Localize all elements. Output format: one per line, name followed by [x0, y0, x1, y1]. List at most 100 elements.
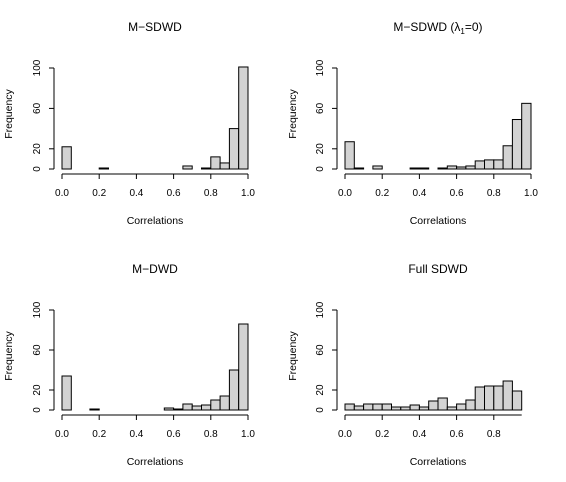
- y-axis-label: Frequency: [3, 88, 15, 138]
- histogram-bar: [418, 406, 430, 411]
- histogram-bar: [228, 128, 240, 170]
- histogram-bar: [182, 403, 193, 411]
- x-tick-label: 0.6: [167, 429, 181, 440]
- y-tick-label: 60: [32, 344, 43, 356]
- panel-full-sdwd: Full SDWD Correlations Frequency 0.0 0.2 0…: [287, 262, 523, 468]
- histogram-bar: [511, 119, 523, 170]
- y-axis-label: Frequency: [3, 330, 15, 380]
- histogram-bar: [219, 395, 230, 411]
- histogram-bar: [493, 159, 504, 170]
- x-tick-label: 0.4: [412, 188, 426, 199]
- y-axis-label: Frequency: [287, 88, 299, 138]
- x-tick-label: 0.2: [375, 429, 389, 440]
- histogram-bar: [173, 408, 184, 411]
- title-tail: =0): [465, 20, 483, 34]
- histogram-bar: [391, 406, 402, 411]
- bars: [61, 66, 249, 170]
- histogram-bar: [474, 386, 486, 411]
- histogram-bar: [456, 403, 467, 411]
- histogram-bar: [61, 375, 72, 411]
- histogram-bar: [201, 167, 212, 170]
- histogram-bar: [210, 399, 221, 411]
- histogram-bar: [353, 167, 365, 170]
- x-tick-label: 0.4: [412, 429, 426, 440]
- x-tick-label: 0.8: [204, 188, 218, 199]
- histogram-bar: [238, 323, 249, 411]
- y-tick-label: 20: [315, 384, 326, 396]
- y-tick-label: 0: [32, 407, 43, 413]
- panel-m-dwd: M−DWD Correlations Frequency 0.0 0.2 0.4 0.…: [3, 262, 255, 468]
- histogram-bar: [418, 167, 430, 170]
- histogram-bar: [437, 397, 448, 411]
- histogram-bar: [446, 406, 458, 411]
- axes: 0.0 0.2 0.4 0.6 0.8 1.0 0 20 60 100: [32, 301, 255, 440]
- title-lambda: λ: [454, 20, 460, 34]
- histogram-bar: [344, 141, 355, 170]
- histogram-bar: [465, 399, 476, 411]
- histogram-bar: [502, 145, 513, 170]
- x-tick-label: 0.6: [167, 188, 181, 199]
- title-subscript: 1: [460, 27, 465, 36]
- histogram-bar: [98, 167, 109, 170]
- panel-m-sdwd-lambda: M−SDWD (λ1=0) Correlations Frequency 0.0…: [287, 20, 538, 227]
- panel-title: M−SDWD: [128, 20, 182, 34]
- y-tick-label: 60: [315, 102, 326, 114]
- y-tick-label: 20: [32, 384, 43, 396]
- y-axis-label: Frequency: [287, 330, 299, 380]
- x-tick-label: 1.0: [524, 188, 538, 199]
- histogram-bar: [465, 165, 476, 170]
- histogram-bar: [409, 404, 420, 411]
- panel-title: M−DWD: [132, 262, 178, 276]
- x-axis-label: Correlations: [127, 456, 184, 468]
- y-tick-label: 0: [32, 166, 43, 172]
- histogram-bar: [502, 380, 513, 411]
- x-tick-label: 0.0: [55, 188, 69, 199]
- histogram-bar: [446, 165, 458, 170]
- x-tick-label: 1.0: [241, 429, 255, 440]
- x-axis-label: Correlations: [410, 456, 467, 468]
- panel-title: Full SDWD: [408, 262, 468, 276]
- histogram-bar: [61, 146, 72, 170]
- histogram-bar: [381, 403, 393, 411]
- x-tick-label: 0.2: [375, 188, 389, 199]
- histogram-bar: [474, 160, 486, 170]
- histogram-bar: [210, 156, 221, 170]
- histogram-bar: [353, 405, 365, 411]
- histogram-bar: [363, 403, 374, 411]
- histogram-bar: [163, 407, 175, 411]
- histogram-bar: [219, 162, 230, 170]
- histogram-bar: [484, 385, 495, 411]
- y-tick-label: 0: [315, 166, 326, 172]
- x-tick-label: 0.6: [450, 188, 464, 199]
- x-tick-label: 0.0: [338, 429, 352, 440]
- bars: [344, 380, 523, 411]
- y-tick-label: 20: [315, 143, 326, 155]
- histogram-bar: [493, 385, 504, 411]
- histogram-bar: [511, 390, 523, 411]
- y-tick-label: 0: [315, 407, 326, 413]
- x-tick-label: 1.0: [241, 188, 255, 199]
- y-tick-label: 60: [32, 102, 43, 114]
- y-tick-label: 100: [32, 59, 43, 76]
- histogram-bar: [191, 405, 202, 411]
- histogram-bar: [89, 408, 100, 411]
- y-tick-label: 100: [315, 59, 326, 76]
- histogram-bar: [409, 167, 420, 170]
- histogram-bar: [372, 165, 383, 170]
- x-tick-label: 0.0: [55, 429, 69, 440]
- x-axis-label: Correlations: [127, 215, 184, 227]
- axes: 0.0 0.2 0.4 0.6 0.8 1.0 0 20 60 100: [315, 59, 538, 199]
- x-tick-label: 0.6: [450, 429, 464, 440]
- x-tick-label: 0.0: [338, 188, 352, 199]
- histogram-bar: [372, 403, 383, 411]
- histogram-bar: [437, 167, 448, 170]
- histogram-bar: [344, 403, 355, 411]
- y-tick-label: 100: [32, 301, 43, 318]
- bars: [344, 102, 532, 170]
- x-tick-label: 0.8: [487, 429, 501, 440]
- bars: [61, 323, 249, 411]
- histogram-bar: [428, 400, 439, 411]
- y-tick-label: 20: [32, 143, 43, 155]
- x-tick-label: 0.4: [129, 429, 143, 440]
